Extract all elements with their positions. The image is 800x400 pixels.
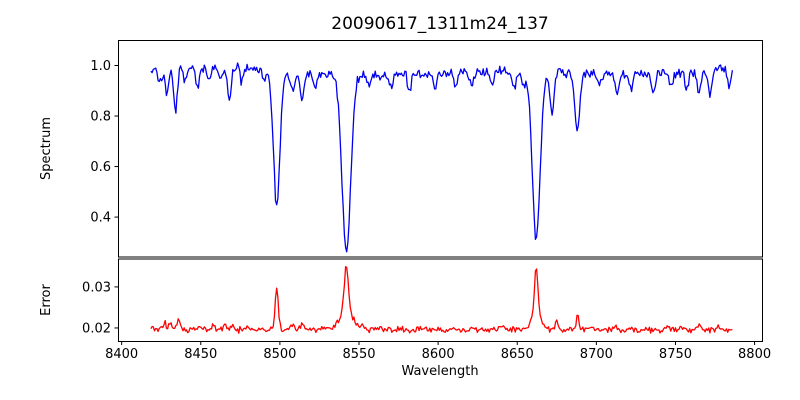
plot-content: 8400 8450 8500 8550 8600 8650 8700 8750 8800 0.4 0… (82, 59, 771, 362)
chart-title: 20090617_1311m24_137 (331, 14, 548, 34)
spectrum-panel-frame (118, 40, 763, 258)
spectrum-y-axis-label: Spectrum (39, 117, 54, 180)
spectrum-line (150, 62, 734, 253)
error-y-axis-label: Error (39, 284, 54, 316)
x-tick-label: 8400 (105, 347, 138, 362)
y-tick-label: 0.6 (90, 160, 111, 175)
x-axis-label: Wavelength (401, 364, 478, 379)
error-line (150, 266, 733, 334)
y-tick-label: 0.03 (82, 280, 111, 295)
y-tick-label: 0.02 (82, 321, 111, 336)
x-tick-label: 8800 (738, 347, 771, 362)
x-tick-label: 8650 (501, 347, 534, 362)
x-tick-label: 8750 (659, 347, 692, 362)
x-tick-label: 8500 (263, 347, 296, 362)
x-tick-label: 8450 (184, 347, 217, 362)
x-tick-label: 8550 (342, 347, 375, 362)
y-tick-label: 0.8 (90, 110, 111, 125)
error-panel-frame (118, 258, 763, 342)
x-tick-label: 8600 (422, 347, 455, 362)
y-tick-label: 1.0 (90, 59, 111, 74)
x-tick-label: 8700 (580, 347, 613, 362)
y-tick-label: 0.4 (90, 211, 111, 226)
